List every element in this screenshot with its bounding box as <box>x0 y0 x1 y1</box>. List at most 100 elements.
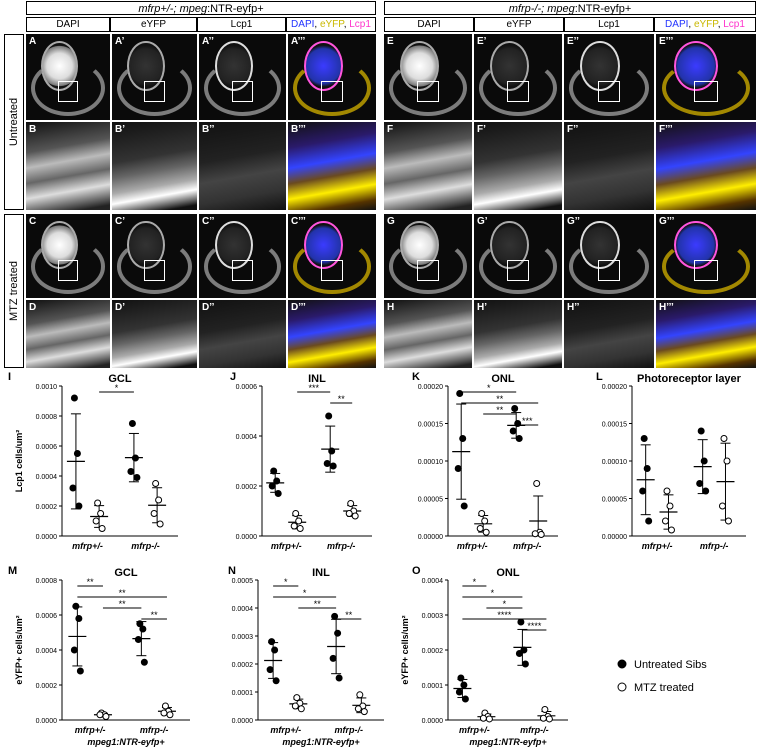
data-point <box>325 412 333 420</box>
data-point <box>266 666 274 674</box>
inset-box <box>57 260 79 281</box>
panel-label: E’’’ <box>659 36 674 47</box>
inset-box <box>57 81 79 103</box>
panel-label: F’ <box>477 124 486 135</box>
panel-label: G’ <box>477 216 488 227</box>
data-point <box>354 705 362 713</box>
data-point <box>274 490 282 497</box>
genotype-header-right: mfrp-/-; mpeg:NTR-eyfp+ <box>384 1 756 15</box>
data-point <box>94 499 102 507</box>
panel-label: G <box>387 216 395 227</box>
col-header-eyfp-left: eYFP <box>110 17 197 32</box>
merge-sep-2: , <box>717 19 724 30</box>
micrograph-panel: F <box>384 122 472 210</box>
panel-label: E’’ <box>567 36 579 47</box>
inset-box <box>694 260 718 281</box>
panel-label: H’’ <box>567 302 580 313</box>
panel-label: A’’ <box>202 36 214 47</box>
data-point <box>479 714 487 722</box>
x-category-label: mfrp+/- <box>270 725 301 735</box>
y-tick-label: 0.00015 <box>418 422 443 429</box>
data-point <box>270 467 278 475</box>
panel-label: B’’’ <box>291 124 306 135</box>
y-tick-label: 0.0006 <box>36 444 58 451</box>
y-tick-label: 0.0008 <box>36 414 58 421</box>
data-point <box>482 528 490 536</box>
significance-label: * <box>503 599 507 609</box>
y-tick-label: 0.0000 <box>36 718 58 725</box>
micrograph-panel: A’’’ <box>288 34 376 120</box>
y-tick-label: 0.0001 <box>232 690 254 697</box>
data-point <box>97 510 105 517</box>
y-tick-label: 0.00020 <box>418 384 443 391</box>
y-tick-label: 0.00000 <box>418 534 443 541</box>
chart-title: INL <box>312 567 330 579</box>
inset-box <box>507 81 529 103</box>
data-point <box>139 625 147 633</box>
data-point <box>360 708 368 716</box>
panel-label: G’’ <box>567 216 580 227</box>
significance-label: **** <box>497 610 512 620</box>
inset-box <box>507 260 529 281</box>
micrograph-panel: H’’’ <box>656 300 756 368</box>
data-point <box>291 702 299 710</box>
significance-label: ** <box>119 599 127 609</box>
y-tick-label: 0.0000 <box>236 534 258 541</box>
header-right-suffix: :NTR-eyfp+ <box>574 3 632 15</box>
merge-eyfp-label: eYFP <box>319 19 344 30</box>
data-point <box>329 462 337 470</box>
row-label-untreated: Untreated <box>4 34 24 210</box>
panel-label: D’’ <box>202 302 215 313</box>
panel-label: F’’’ <box>659 124 673 135</box>
data-point <box>75 615 83 622</box>
panel-label: H <box>387 302 395 313</box>
significance-label: ** <box>496 394 504 404</box>
data-point <box>133 474 141 481</box>
x-category-label: mfrp-/- <box>334 725 363 735</box>
inset-box <box>598 81 620 103</box>
micrograph-panel: F’ <box>474 122 562 210</box>
significance-label: ** <box>496 405 504 415</box>
data-point <box>292 510 300 517</box>
merge-lcp1-label: Lcp1 <box>723 19 745 30</box>
data-point <box>517 618 525 626</box>
col-header-merge-left: DAPI, eYFP, Lcp1 <box>286 17 376 32</box>
data-point <box>521 660 529 668</box>
y-axis-label: eYFP+ cells/um² <box>14 615 24 684</box>
significance-label: ** <box>151 610 159 620</box>
data-point <box>335 674 343 682</box>
data-point <box>460 681 468 689</box>
x-category-label: mfrp+/- <box>457 541 488 551</box>
y-tick-label: 0.0005 <box>232 578 254 585</box>
micrograph-panel: G’ <box>474 214 562 298</box>
data-point <box>331 612 339 620</box>
data-point <box>155 496 163 504</box>
significance-label: ** <box>119 588 127 598</box>
col-header-merge-right: DAPI, eYFP, Lcp1 <box>654 17 756 32</box>
x-category-label: mfrp-/- <box>131 541 160 551</box>
data-point <box>696 480 704 487</box>
data-point <box>161 702 169 710</box>
micrograph-panel: G <box>384 214 472 298</box>
y-tick-label: 0.0003 <box>232 634 254 641</box>
data-point <box>663 487 671 495</box>
panel-label: D <box>29 302 37 313</box>
inset-box <box>321 260 343 281</box>
inset-box <box>232 81 254 103</box>
data-point <box>485 715 493 723</box>
micrograph-panel: F’’ <box>564 122 654 210</box>
micrograph-panel: E’’’ <box>656 34 756 120</box>
data-point <box>166 711 174 719</box>
legend-open-label: MTZ treated <box>634 682 694 694</box>
micrograph-panel: B’ <box>112 122 197 210</box>
data-point <box>136 620 144 628</box>
data-point <box>295 517 303 525</box>
significance-label: * <box>115 383 119 393</box>
data-point <box>455 688 463 696</box>
data-point <box>533 480 541 487</box>
y-tick-label: 0.00005 <box>602 497 627 504</box>
significance-label: ** <box>314 599 322 609</box>
significance-label: *** <box>522 416 533 426</box>
data-point <box>70 646 78 654</box>
data-point <box>351 512 359 520</box>
